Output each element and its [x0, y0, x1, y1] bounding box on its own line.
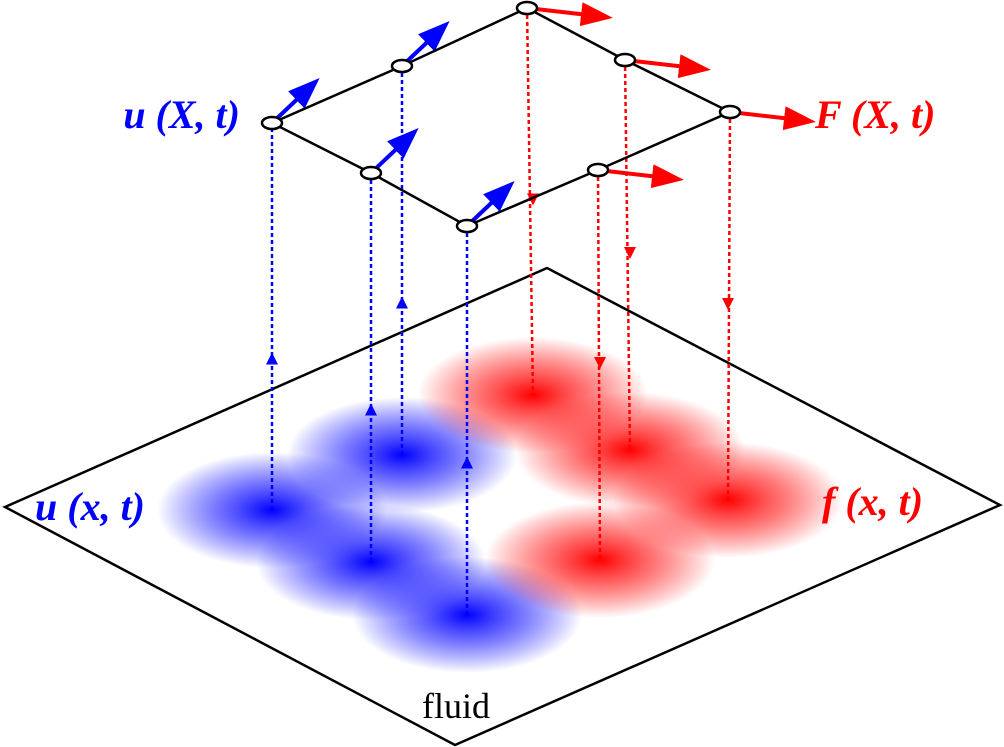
node [586, 162, 610, 178]
node [359, 165, 383, 181]
nodes [260, 0, 742, 234]
force-arrow [597, 164, 684, 189]
node [260, 115, 284, 131]
spread-line [623, 59, 632, 451]
label: f (x, t) [822, 479, 923, 524]
node [455, 218, 479, 234]
force-arrow [526, 2, 613, 27]
node [390, 58, 414, 74]
node [515, 0, 539, 16]
force-blob [485, 502, 715, 618]
spread-line [596, 169, 602, 561]
node [718, 104, 742, 120]
blobs [157, 337, 843, 673]
label: u (x, t) [35, 484, 145, 529]
force-arrow [624, 54, 711, 79]
spread-line [525, 7, 535, 396]
node [613, 52, 637, 68]
force-arrow [729, 106, 816, 131]
label: u (X, t) [123, 92, 240, 137]
label: F (X, t) [814, 92, 935, 137]
fluid-plane [2, 266, 1003, 747]
links [266, 2, 816, 615]
label: fluid [422, 686, 490, 726]
spread-line [726, 111, 732, 501]
